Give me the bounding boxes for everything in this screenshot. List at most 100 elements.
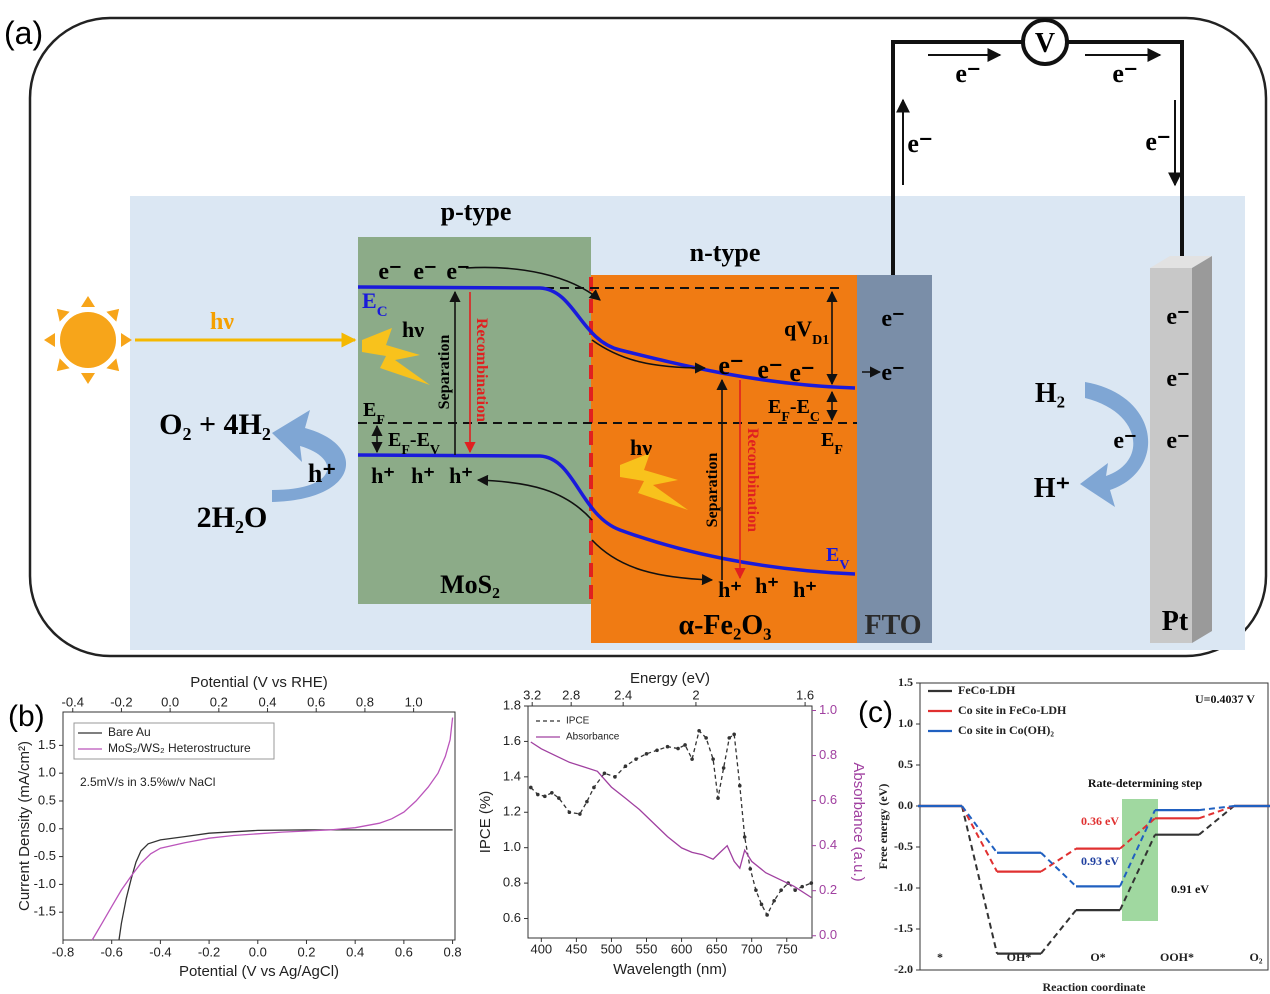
text: V [430,443,440,458]
y-tick-label: 1.4 [503,768,521,783]
text: qV [784,316,812,341]
point [690,757,694,761]
y-tick-label: -1.0 [34,876,56,891]
x-tick-label: 700 [741,941,763,956]
point [578,812,582,816]
y-tick-label: -0.5 [894,839,913,853]
text: F [834,443,843,458]
x-tick-label: 600 [671,941,693,956]
hole: h⁺ [449,463,473,488]
hole: h⁺ [371,463,395,488]
text: F [401,443,410,458]
point [704,736,708,740]
figure: (a) V e⁻ e⁻ e⁻ e⁻ [0,0,1270,994]
electron: e⁻ [1113,428,1136,454]
x-axis-label: Potential (V vs Ag/AgCl) [179,963,339,980]
x-tick-label: 450 [566,941,588,956]
voltmeter: V [1035,28,1055,59]
hole: h⁺ [793,577,817,602]
light-label: hν [210,309,234,335]
electron: e⁻ [881,306,904,332]
electron: e⁻ [378,259,401,285]
recombination-label: Recombination [744,428,761,532]
x-tick-label: 650 [706,941,728,956]
y2-axis-label: Absorbance (a.u.) [850,762,867,881]
y-tick-label: 1.0 [38,765,56,780]
electron: e⁻ [789,358,814,387]
x2-tick-label: 2.4 [614,687,632,702]
electron: e⁻ [1166,366,1189,392]
point [772,899,776,903]
point [683,743,687,747]
point [557,796,561,800]
legend-label: MoS₂/WS₂ Heterostructure [108,741,251,755]
layer-label: α-Fe₂O₃ [678,610,771,641]
x-tick-label: 400 [530,941,552,956]
point [676,747,680,751]
text: E [826,544,839,566]
electron: e⁻ [413,259,436,285]
hole: h⁺ [718,577,742,602]
legend-label: Co site in Co(OH)₂ [958,723,1054,737]
x-tick-label: * [937,950,943,964]
y-axis-label: Current Density (mA/cm²) [16,741,33,911]
point [634,757,638,761]
x-axis-label: Reaction coordinate [1043,980,1147,994]
y-tick-label: -1.0 [894,880,913,894]
y-tick-label: 1.8 [503,697,521,712]
x2-tick-label: 0.0 [161,694,179,709]
x-tick-label: 0.6 [395,944,413,959]
y2-tick-label: 0.6 [819,792,837,807]
point [743,835,747,839]
text: E [362,288,377,313]
text: F [376,413,385,428]
x-tick-label: -0.6 [100,944,122,959]
annotation: 2.5mV/s in 3.5%w/v NaCl [80,775,215,789]
y-tick-label: -1.5 [894,921,913,935]
legend-label: IPCE [566,716,590,727]
point [603,771,607,775]
point [568,810,572,814]
point [666,745,670,749]
point [748,867,752,871]
y-tick-label: -2.0 [894,962,913,976]
text: -E [790,396,810,418]
y-tick-label: -0.5 [34,848,56,863]
electron: e⁻ [1112,59,1137,88]
x-tick-label: OOH* [1160,950,1194,964]
point [550,791,554,795]
reactant-label: 2H₂O [197,501,268,534]
electron: e⁻ [1166,428,1189,454]
x-tick-label: O₂ [1250,950,1263,964]
chart: -2.0-1.5-1.0-0.50.00.51.01.5Free energy … [876,675,1270,994]
x-tick-label: 750 [776,941,798,956]
x2-tick-label: -0.2 [110,694,132,709]
point [613,775,617,779]
point [793,888,797,892]
annotation: 0.91 eV [1171,882,1209,896]
electron: e⁻ [907,129,932,158]
annotation: Rate-determining step [1088,776,1203,790]
point [697,729,701,733]
page: { "panel_a": { "label": "(a)", "voltmete… [0,0,1270,994]
x-tick-label: 0.4 [346,944,364,959]
point [592,786,596,790]
y-tick-label: 1.0 [503,839,521,854]
hole: h⁺ [411,463,435,488]
chart: 0.60.81.01.21.41.61.80.00.20.40.60.81.0A… [477,670,867,978]
x-axis-label: Wavelength (nm) [613,961,727,978]
x-tick-label: OH* [1007,950,1032,964]
y-tick-label: 0.6 [503,910,521,925]
separation-label: Separation [436,335,453,410]
y2-tick-label: 0.8 [819,747,837,762]
x2-axis-label: Energy (eV) [630,670,710,687]
point [585,800,589,804]
point [536,793,540,797]
legend-label: Absorbance [566,732,620,743]
x2-tick-label: 3.2 [523,687,541,702]
layer-label: FTO [864,610,921,641]
y2-tick-label: 0.0 [819,927,837,942]
y2-tick-label: 0.4 [819,837,837,852]
text: E [768,396,781,418]
x-tick-label: -0.2 [198,944,220,959]
